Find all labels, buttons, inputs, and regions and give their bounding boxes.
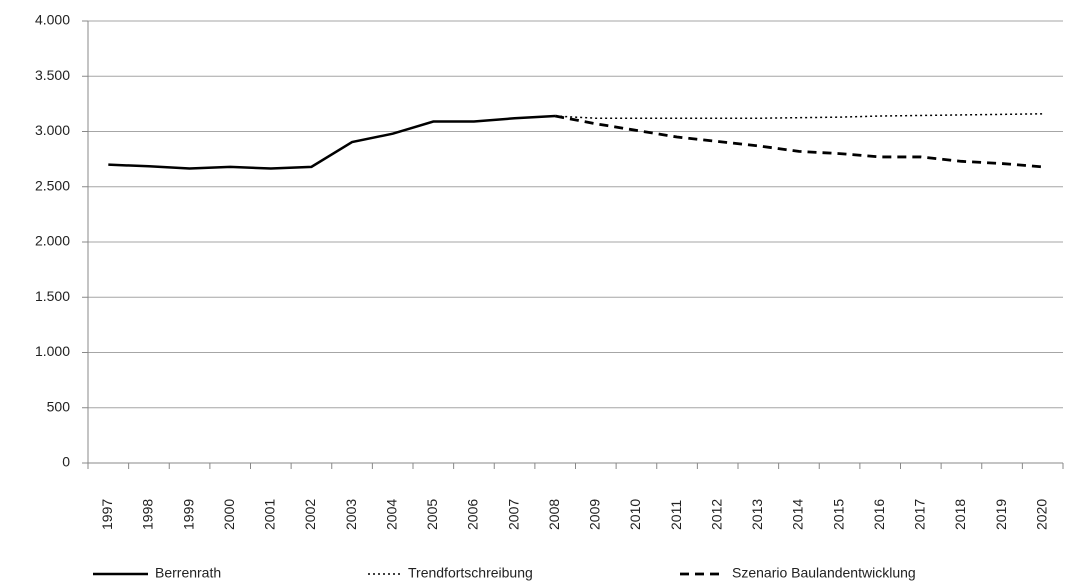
x-tick-label: 1998 [140, 499, 156, 530]
x-tick-label: 2015 [830, 499, 846, 530]
x-tick-label: 2003 [343, 499, 359, 530]
x-tick-label: 2000 [221, 499, 237, 530]
series-line [108, 114, 556, 170]
x-tick-label: 2011 [668, 500, 684, 530]
x-tick-label: 2018 [952, 499, 968, 530]
series-line [555, 113, 1043, 119]
legend-label: Berrenrath [155, 565, 221, 581]
x-tick-label: 2002 [302, 499, 318, 530]
x-tick-label: 2019 [993, 499, 1009, 530]
x-tick-label: 2013 [749, 499, 765, 530]
x-tick-label: 2017 [912, 499, 928, 530]
x-tick-label: 1997 [99, 499, 115, 530]
y-tick-label: 3.000 [35, 122, 70, 138]
legend-label: Trendfortschreibung [408, 565, 533, 581]
x-tick-label: 2016 [871, 499, 887, 530]
y-tick-label: 4.000 [35, 12, 70, 28]
x-tick-label: 2014 [790, 499, 806, 530]
x-tick-label: 2001 [262, 499, 278, 530]
x-tick-label: 2008 [546, 499, 562, 530]
y-tick-label: 500 [47, 398, 71, 414]
legend-label: Szenario Baulandentwicklung [732, 565, 916, 581]
x-tick-label: 2007 [505, 499, 521, 530]
y-tick-label: 3.500 [35, 67, 70, 83]
y-tick-label: 1.500 [35, 288, 70, 304]
x-tick-label: 2020 [1033, 499, 1049, 530]
x-tick-label: 2005 [424, 499, 440, 530]
x-tick-label: 1999 [180, 499, 196, 530]
x-tick-label: 2012 [708, 499, 724, 530]
y-tick-label: 0 [62, 454, 70, 470]
y-tick-label: 2.500 [35, 177, 70, 193]
x-tick-label: 2006 [465, 499, 481, 530]
y-tick-label: 1.000 [35, 343, 70, 359]
series-line [554, 114, 1043, 169]
x-tick-label: 2004 [383, 499, 399, 530]
y-tick-label: 2.000 [35, 233, 70, 249]
x-tick-label: 2010 [627, 499, 643, 530]
x-tick-label: 2009 [587, 499, 603, 530]
